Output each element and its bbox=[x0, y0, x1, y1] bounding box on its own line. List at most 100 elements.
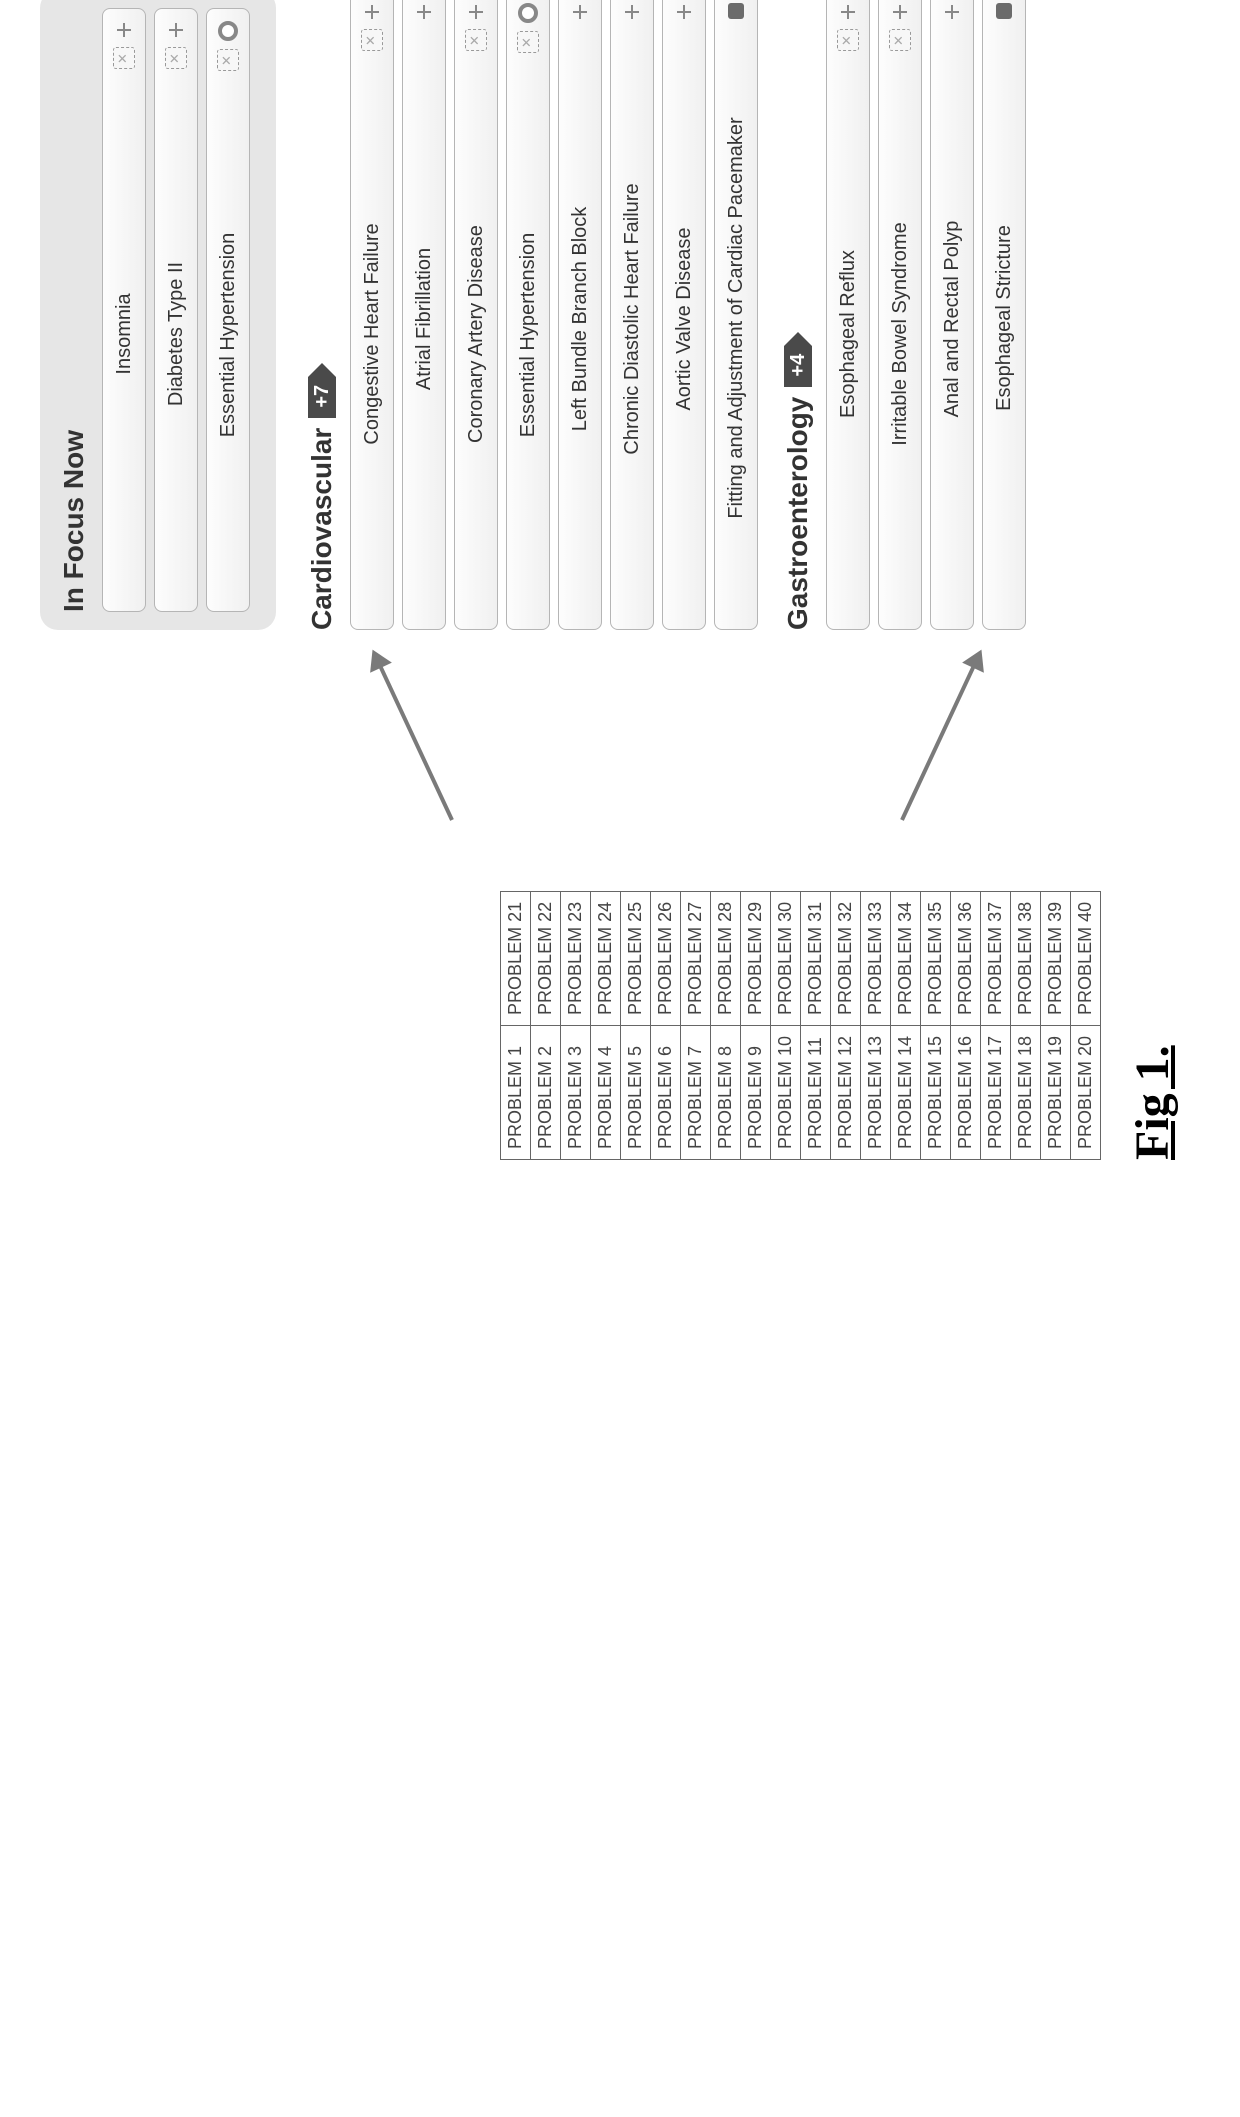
problem-cell: PROBLEM 19 bbox=[1041, 1025, 1071, 1159]
problem-pill[interactable]: Esophageal Reflux bbox=[826, 0, 870, 630]
problem-pill[interactable]: Atrial Fibrillation bbox=[402, 0, 446, 630]
columns-container: In Focus Now Insomnia Diabetes Type II Esse… bbox=[40, 0, 1050, 630]
pill-icons bbox=[996, 3, 1012, 19]
problem-cell: PROBLEM 27 bbox=[681, 891, 711, 1025]
problem-cell: PROBLEM 29 bbox=[741, 891, 771, 1025]
problem-pill[interactable]: Insomnia bbox=[102, 8, 146, 612]
pill-label: Aortic Valve Disease bbox=[673, 21, 696, 617]
problem-pill[interactable]: Esophageal Stricture bbox=[982, 0, 1026, 630]
column: In Focus Now Insomnia Diabetes Type II Esse… bbox=[40, 0, 1050, 630]
problem-cell: PROBLEM 7 bbox=[681, 1025, 711, 1159]
problem-cell: PROBLEM 12 bbox=[831, 1025, 861, 1159]
pill-icons bbox=[217, 21, 239, 71]
problem-cell: PROBLEM 36 bbox=[951, 891, 981, 1025]
problem-cell: PROBLEM 34 bbox=[891, 891, 921, 1025]
pill-icons bbox=[517, 3, 539, 53]
coder-icon bbox=[728, 3, 744, 19]
pill-icons bbox=[465, 3, 487, 51]
problem-cell: PROBLEM 31 bbox=[801, 891, 831, 1025]
plus-icon bbox=[839, 3, 857, 21]
pill-icons bbox=[889, 3, 911, 51]
group-title-text: Gastroenterology bbox=[782, 397, 814, 630]
group-title: Cardiovascular+7 bbox=[306, 0, 338, 630]
problem-cell: PROBLEM 5 bbox=[621, 1025, 651, 1159]
problem-cell: PROBLEM 21 bbox=[501, 891, 531, 1025]
pill-label: Insomnia bbox=[113, 69, 136, 599]
problem-cell: PROBLEM 6 bbox=[651, 1025, 681, 1159]
plus-icon bbox=[943, 3, 961, 21]
problem-cell: PROBLEM 14 bbox=[891, 1025, 921, 1159]
problem-cell: PROBLEM 22 bbox=[531, 891, 561, 1025]
problem-pill[interactable]: Coronary Artery Disease bbox=[454, 0, 498, 630]
problem-cell: PROBLEM 4 bbox=[591, 1025, 621, 1159]
problem-cell: PROBLEM 8 bbox=[711, 1025, 741, 1159]
problem-pill[interactable]: Congestive Heart Failure bbox=[350, 0, 394, 630]
problem-cell: PROBLEM 40 bbox=[1071, 891, 1101, 1025]
pill-icons bbox=[361, 3, 383, 51]
problem-cell: PROBLEM 10 bbox=[771, 1025, 801, 1159]
problem-cell: PROBLEM 33 bbox=[861, 891, 891, 1025]
pill-label: Esophageal Reflux bbox=[837, 51, 860, 617]
problem-cell: PROBLEM 32 bbox=[831, 891, 861, 1025]
pill-icons bbox=[415, 3, 433, 21]
problem-cell: PROBLEM 11 bbox=[801, 1025, 831, 1159]
problem-cell: PROBLEM 20 bbox=[1071, 1025, 1101, 1159]
group: Cardiovascular+7 Congestive Heart Failure… bbox=[306, 0, 758, 630]
pill-label: Atrial Fibrillation bbox=[413, 21, 436, 617]
problem-cell: PROBLEM 35 bbox=[921, 891, 951, 1025]
group: Gastroenterology +4 Esophageal Reflux Irrit… bbox=[782, 0, 1026, 630]
count-arrow: +4 bbox=[784, 346, 812, 387]
pill-label: Essential Hypertension bbox=[217, 71, 240, 599]
problem-pill[interactable]: Chronic Diastolic Heart Failure bbox=[610, 0, 654, 630]
pill-label: Esophageal Stricture bbox=[993, 19, 1016, 617]
plus-icon bbox=[363, 3, 381, 21]
problem-table: PROBLEM 1PROBLEM 21PROBLEM 2PROBLEM 22PR… bbox=[500, 891, 1101, 1160]
problem-cell: PROBLEM 17 bbox=[981, 1025, 1011, 1159]
pill-icons bbox=[675, 3, 693, 21]
figure-label: Fig 1. bbox=[1125, 1045, 1180, 1160]
problem-pill[interactable]: Essential Hypertension bbox=[506, 0, 550, 630]
pill-icons bbox=[623, 3, 641, 21]
pill-label: Congestive Heart Failure bbox=[361, 51, 384, 617]
arrow-upper bbox=[378, 665, 453, 821]
medication-icon bbox=[113, 47, 135, 69]
problem-pill[interactable]: Irritable Bowel Syndrome bbox=[878, 0, 922, 630]
problem-cell: PROBLEM 26 bbox=[651, 891, 681, 1025]
medication-icon bbox=[889, 29, 911, 51]
problem-cell: PROBLEM 28 bbox=[711, 891, 741, 1025]
problem-pill[interactable]: Essential Hypertension bbox=[206, 8, 250, 612]
plus-icon bbox=[415, 3, 433, 21]
pill-label: Chronic Diastolic Heart Failure bbox=[621, 21, 644, 617]
group-title-text: In Focus Now bbox=[58, 430, 90, 612]
problem-pill[interactable]: Aortic Valve Disease bbox=[662, 0, 706, 630]
problem-cell: PROBLEM 16 bbox=[951, 1025, 981, 1159]
problem-pill[interactable]: Diabetes Type II bbox=[154, 8, 198, 612]
problem-cell: PROBLEM 13 bbox=[861, 1025, 891, 1159]
plus-icon bbox=[891, 3, 909, 21]
problem-pill[interactable]: Anal and Rectal Polyp bbox=[930, 0, 974, 630]
plus-icon bbox=[467, 3, 485, 21]
pill-label: Irritable Bowel Syndrome bbox=[889, 51, 912, 617]
pill-icons bbox=[571, 3, 589, 21]
medication-icon bbox=[217, 49, 239, 71]
medication-icon bbox=[361, 29, 383, 51]
plus-icon bbox=[167, 21, 185, 39]
pill-label: Anal and Rectal Polyp bbox=[941, 21, 964, 617]
pill-icons bbox=[113, 21, 135, 69]
problem-cell: PROBLEM 15 bbox=[921, 1025, 951, 1159]
medication-icon bbox=[165, 47, 187, 69]
problem-pill[interactable]: Fitting and Adjustment of Cardiac Pacema… bbox=[714, 0, 758, 630]
problem-pill[interactable]: Left Bundle Branch Block bbox=[558, 0, 602, 630]
plus-icon bbox=[571, 3, 589, 21]
pill-label: Essential Hypertension bbox=[517, 53, 540, 617]
coder-icon bbox=[996, 3, 1012, 19]
problem-cell: PROBLEM 18 bbox=[1011, 1025, 1041, 1159]
pill-label: Left Bundle Branch Block bbox=[569, 21, 592, 617]
group-title: Gastroenterology +4 bbox=[782, 0, 814, 630]
pill-icons bbox=[728, 3, 744, 19]
problem-cell: PROBLEM 1 bbox=[501, 1025, 531, 1159]
medication-icon bbox=[837, 29, 859, 51]
pill-label: Fitting and Adjustment of Cardiac Pacema… bbox=[725, 19, 748, 617]
problem-cell: PROBLEM 30 bbox=[771, 891, 801, 1025]
problem-cell: PROBLEM 39 bbox=[1041, 891, 1071, 1025]
